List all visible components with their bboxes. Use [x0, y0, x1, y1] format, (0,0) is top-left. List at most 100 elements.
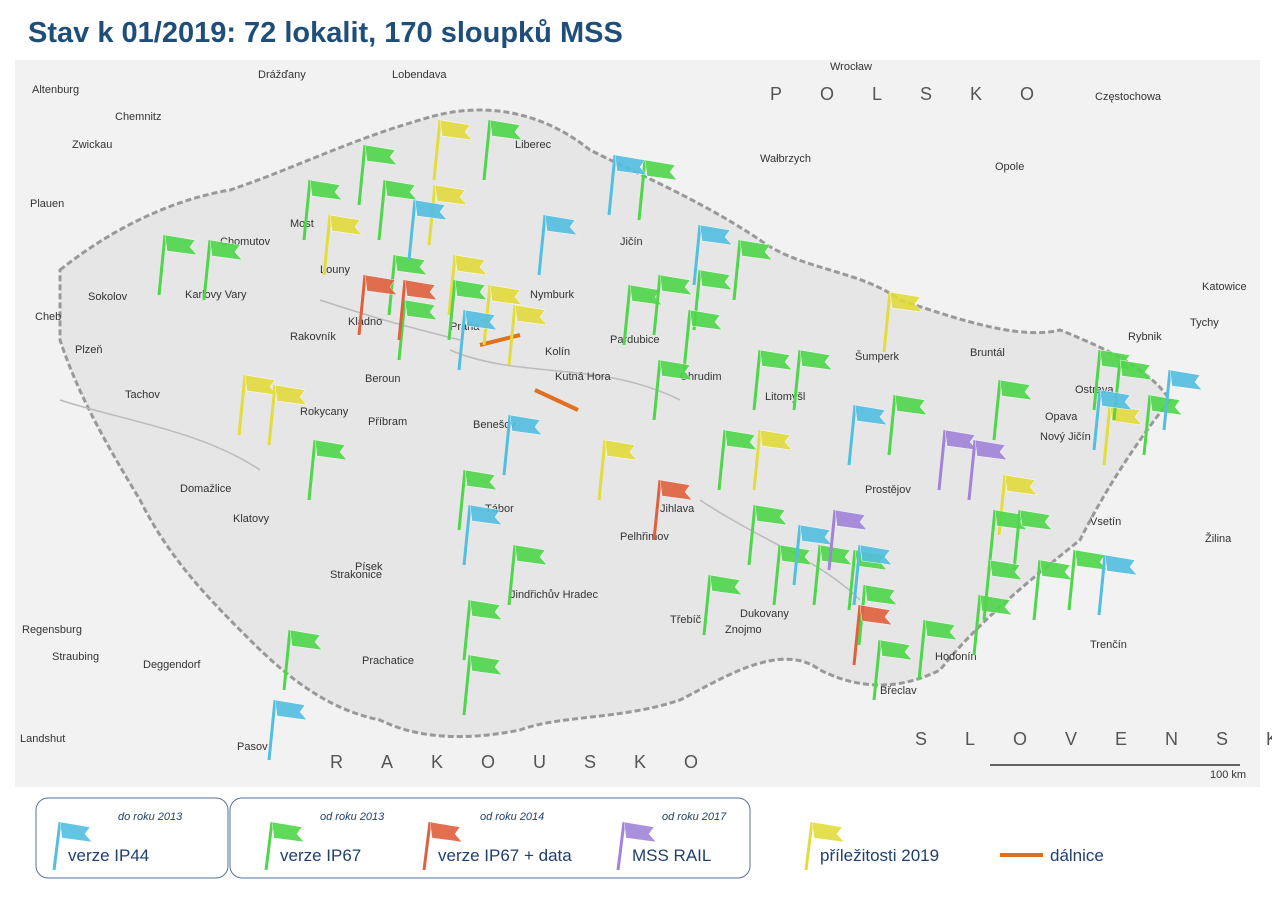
- flag-pole: [882, 291, 892, 353]
- map-flag: [447, 279, 488, 341]
- flag-pole: [52, 821, 62, 871]
- legend-flag: [52, 821, 93, 871]
- map-flag: [267, 699, 308, 761]
- flag-cloth: [209, 239, 243, 261]
- flag-cloth: [164, 234, 198, 256]
- legend-label: příležitosti 2019: [820, 846, 939, 865]
- flag-cloth: [1119, 359, 1153, 381]
- flag-pole: [407, 199, 417, 261]
- flag-pole: [447, 254, 457, 316]
- map-flag: [537, 214, 578, 276]
- map-flag: [702, 574, 743, 636]
- legend-flag: [616, 821, 657, 871]
- map-flag: [652, 359, 693, 421]
- place-label: Jindřichův Hradec: [510, 589, 599, 601]
- map-flag: [682, 309, 723, 371]
- map-flag: [397, 279, 438, 341]
- flag-cloth: [414, 199, 448, 221]
- flag-cloth: [469, 654, 503, 676]
- flag-pole: [457, 309, 467, 371]
- flag-cloth: [759, 429, 793, 451]
- place-label: Częstochowa: [1095, 91, 1162, 103]
- legend-period: od roku 2013: [320, 811, 385, 823]
- flag-cloth: [759, 349, 793, 371]
- flag-pole: [652, 274, 662, 336]
- flag-cloth: [724, 429, 758, 451]
- place-label: Landshut: [20, 733, 65, 745]
- place-label: Pardubice: [610, 334, 660, 346]
- map-flag: [507, 544, 548, 606]
- place-label: Wrocław: [830, 61, 872, 73]
- flag-pole: [432, 119, 442, 181]
- flag-pole: [772, 544, 782, 606]
- map-flag: [752, 429, 793, 491]
- map-flag: [882, 291, 923, 353]
- map-flag: [462, 504, 503, 566]
- flag-pole: [717, 429, 727, 491]
- map-flag: [792, 524, 833, 586]
- flag-pole: [682, 309, 692, 371]
- flag-pole: [887, 394, 897, 456]
- flag-cloth: [1169, 369, 1203, 391]
- flag-cloth: [889, 291, 923, 313]
- map-flag: [792, 349, 833, 411]
- place-label: Třebíč: [670, 614, 702, 626]
- flag-pole: [482, 119, 492, 181]
- place-label: Opole: [995, 161, 1024, 173]
- flag-cloth: [614, 154, 648, 176]
- flag-cloth: [544, 214, 578, 236]
- flag-cloth: [859, 604, 893, 626]
- flag-cloth: [1004, 474, 1038, 496]
- flag-cloth: [739, 239, 773, 261]
- map-flag: [357, 144, 398, 206]
- flag-cloth: [894, 394, 928, 416]
- place-label: Šumperk: [855, 350, 900, 363]
- flag-pole: [397, 279, 407, 341]
- map-flag: [827, 509, 868, 571]
- map-flag: [267, 384, 308, 446]
- flag-cloth: [659, 274, 693, 296]
- legend-label: verze IP67: [280, 846, 361, 865]
- legend-label: verze IP44: [68, 846, 149, 865]
- flag-pole: [917, 619, 927, 681]
- flag-cloth: [489, 119, 523, 141]
- map-flag: [502, 414, 543, 476]
- flag-cloth: [469, 504, 503, 526]
- map-flag: [1012, 509, 1053, 571]
- flag-pole: [1142, 394, 1152, 456]
- place-label: Deggendorf: [143, 659, 201, 671]
- flag-cloth: [623, 821, 657, 843]
- title: Stav k 01/2019: 72 lokalit, 170 sloupků …: [28, 17, 623, 49]
- flag-pole: [637, 159, 647, 221]
- map-flag: [302, 179, 343, 241]
- flag-cloth: [644, 159, 678, 181]
- flag-pole: [1092, 389, 1102, 451]
- legend-period: od roku 2017: [662, 811, 727, 823]
- map-flag: [917, 619, 958, 681]
- map-flag: [307, 439, 348, 501]
- place-label: Tachov: [125, 389, 160, 401]
- place-label: Wałbrzych: [760, 153, 811, 165]
- flag-cloth: [429, 821, 463, 843]
- map-flag: [887, 394, 928, 456]
- flag-cloth: [604, 439, 638, 461]
- flag-pole: [852, 604, 862, 666]
- place-label: Regensburg: [22, 624, 82, 636]
- flag-pole: [616, 821, 626, 871]
- map-flag: [622, 284, 663, 346]
- place-label: Nový Jičín: [1040, 431, 1091, 443]
- flag-pole: [322, 214, 332, 276]
- map-flag: [752, 349, 793, 411]
- place-label: Karlovy Vary: [185, 289, 247, 301]
- flag-cloth: [439, 119, 473, 141]
- flag-pole: [1097, 554, 1107, 616]
- flag-pole: [967, 439, 977, 501]
- map-flag: [482, 119, 523, 181]
- flag-pole: [732, 239, 742, 301]
- flag-pole: [1092, 349, 1102, 411]
- map-flag: [457, 469, 498, 531]
- flag-cloth: [464, 309, 498, 331]
- place-label: Strakonice: [330, 569, 382, 581]
- map-flag: [747, 504, 788, 566]
